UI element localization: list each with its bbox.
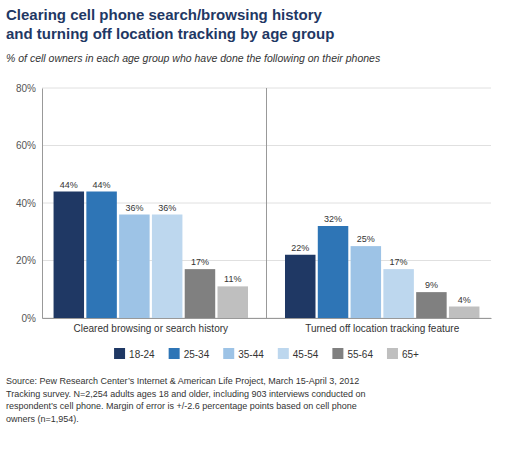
data-label: 36% bbox=[158, 203, 176, 213]
annotation-line: Tracking survey. N=2,254 adults ages 18 … bbox=[6, 389, 365, 399]
subtitle: % of cell owners in each age group who h… bbox=[6, 52, 381, 64]
data-label: 17% bbox=[390, 257, 408, 267]
legend-label: 35-44 bbox=[238, 349, 264, 360]
legend-swatch bbox=[387, 348, 398, 359]
legend-item: 45-54 bbox=[278, 348, 319, 360]
legend-swatch bbox=[223, 348, 234, 359]
data-label: 17% bbox=[191, 257, 209, 267]
data-label: 32% bbox=[324, 214, 342, 224]
y-tick: 60% bbox=[16, 140, 42, 151]
x-axis: Cleared browsing or search history Turned… bbox=[43, 318, 492, 334]
y-tick-label: 20% bbox=[16, 255, 36, 266]
y-axis-line bbox=[42, 89, 43, 319]
annotation: Source: Pew Research Center’s Internet &… bbox=[6, 376, 365, 424]
legend-item: 55-64 bbox=[332, 348, 373, 360]
legend-item: 18-24 bbox=[114, 348, 155, 360]
data-label: 22% bbox=[291, 243, 309, 253]
legend-swatch bbox=[332, 348, 343, 359]
y-tick: 20% bbox=[16, 255, 42, 266]
annotation-line: owners (n=1,954). bbox=[6, 414, 79, 424]
data-label: 25% bbox=[357, 234, 375, 244]
x-tick: Cleared browsing or search history bbox=[74, 318, 229, 334]
x-tick-label: Turned off location tracking feature bbox=[305, 323, 459, 334]
data-labels: 44% 22% 44% 32% 36% 25% 36% 17% 17% 9% 11% 4% bbox=[60, 180, 471, 305]
data-label: 44% bbox=[60, 180, 78, 190]
title: Clearing cell phone search/browsing hist… bbox=[6, 6, 334, 42]
bar bbox=[54, 192, 84, 319]
bar bbox=[218, 286, 248, 318]
legend-item: 65+ bbox=[387, 348, 419, 360]
legend: 18-24 25-34 35-44 45-54 55-64 65+ bbox=[114, 348, 419, 360]
legend-label: 55-64 bbox=[347, 349, 373, 360]
y-tick: 0% bbox=[22, 313, 42, 324]
legend-swatch bbox=[169, 348, 180, 359]
x-tick-label: Cleared browsing or search history bbox=[74, 323, 229, 334]
y-tick: 80% bbox=[16, 83, 42, 94]
group-divider bbox=[266, 88, 267, 318]
bar bbox=[285, 255, 315, 318]
chart: Clearing cell phone search/browsing hist… bbox=[0, 0, 505, 463]
bar bbox=[185, 269, 215, 318]
title-line: and turning off location tracking by age… bbox=[6, 25, 334, 42]
legend-swatch bbox=[278, 348, 289, 359]
data-label: 44% bbox=[93, 180, 111, 190]
legend-label: 25-34 bbox=[184, 349, 210, 360]
legend-label: 18-24 bbox=[129, 349, 155, 360]
bar bbox=[119, 215, 149, 319]
bar bbox=[152, 215, 182, 319]
data-label: 36% bbox=[125, 203, 143, 213]
y-tick-label: 80% bbox=[16, 83, 36, 94]
x-axis-line bbox=[43, 318, 492, 319]
y-tick-label: 60% bbox=[16, 140, 36, 151]
legend-swatch bbox=[114, 348, 125, 359]
y-tick: 40% bbox=[16, 198, 42, 209]
bar bbox=[86, 192, 116, 319]
legend-item: 25-34 bbox=[169, 348, 210, 360]
data-label: 11% bbox=[224, 274, 241, 284]
legend-item: 35-44 bbox=[223, 348, 264, 360]
annotation-line: Source: Pew Research Center’s Internet &… bbox=[6, 376, 359, 386]
bars bbox=[54, 192, 480, 319]
data-label: 4% bbox=[458, 295, 471, 305]
y-axis: 0% 20% 40% 60% 80% bbox=[16, 83, 43, 324]
bar bbox=[416, 292, 446, 318]
data-label: 9% bbox=[425, 280, 438, 290]
plot: 44% 22% 44% 32% 36% 25% 36% 17% 17% 9% 11% 4% 0% 20% 4… bbox=[16, 83, 492, 334]
legend-label: 65+ bbox=[402, 349, 419, 360]
x-tick: Turned off location tracking feature bbox=[305, 318, 459, 334]
annotation-line: respondent’s cell phone. Margin of error… bbox=[6, 401, 357, 411]
y-tick-label: 0% bbox=[22, 313, 37, 324]
title-line: Clearing cell phone search/browsing hist… bbox=[6, 6, 323, 23]
bar bbox=[351, 246, 381, 318]
bar bbox=[449, 307, 479, 319]
legend-label: 45-54 bbox=[293, 349, 319, 360]
bar bbox=[318, 226, 348, 318]
y-tick-label: 40% bbox=[16, 198, 36, 209]
grid bbox=[42, 88, 491, 318]
bar bbox=[383, 269, 413, 318]
